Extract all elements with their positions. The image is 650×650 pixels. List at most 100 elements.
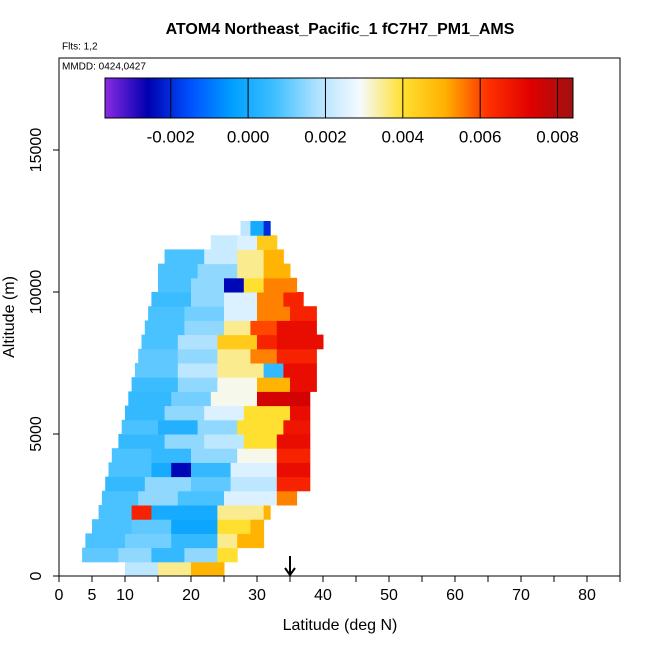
cell (191, 476, 232, 492)
colorbar (104, 77, 574, 119)
colorbar-tick-label: 0.004 (382, 127, 425, 146)
cell (131, 505, 152, 520)
cell (263, 277, 298, 293)
cell (276, 462, 311, 478)
colorbar-tick-label: 0.000 (227, 127, 270, 146)
cell (177, 377, 218, 392)
cell (283, 363, 317, 378)
cell (125, 405, 166, 421)
cell (158, 263, 199, 279)
cell (197, 419, 238, 435)
cell (184, 547, 218, 563)
y-tick-label: 0 (28, 571, 45, 580)
cell (250, 320, 278, 336)
cell (240, 221, 251, 236)
cell (257, 334, 278, 350)
x-tick-label: 5 (88, 587, 97, 604)
x-tick-label: 80 (578, 587, 596, 604)
cell (243, 405, 291, 421)
cell (191, 277, 225, 293)
x-tick-label: 10 (116, 587, 134, 604)
colorbar-tick-label: 0.006 (459, 127, 502, 146)
cell (171, 533, 218, 549)
cell (151, 505, 218, 520)
cell (217, 377, 258, 392)
cell (144, 476, 192, 492)
cell (82, 547, 119, 563)
cell (276, 476, 311, 492)
cell (224, 490, 278, 506)
cell (131, 377, 179, 392)
cell (121, 419, 159, 435)
cell (224, 292, 258, 307)
cell (171, 462, 192, 478)
cell (257, 235, 278, 250)
cell (224, 277, 245, 293)
cell (177, 334, 218, 350)
colorbar-tick-label: -0.002 (147, 127, 195, 146)
cell (217, 533, 238, 549)
cell (138, 348, 179, 364)
cell (283, 292, 304, 307)
cell (171, 519, 218, 534)
cell (158, 561, 192, 577)
cell (128, 391, 172, 407)
cell (158, 419, 199, 435)
cell (134, 363, 179, 378)
cell (217, 505, 265, 520)
cell (263, 221, 271, 236)
cell (151, 462, 172, 478)
cell (171, 391, 212, 407)
cell (263, 263, 291, 279)
cell (230, 462, 278, 478)
cell (151, 292, 192, 307)
cell (230, 476, 278, 492)
arrow-head (284, 567, 296, 577)
cell (257, 306, 291, 321)
chart-title: ATOM4 Northeast_Pacific_1 fC7H7_PM1_AMS (166, 21, 515, 38)
cell (217, 334, 258, 350)
cell (191, 292, 225, 307)
cell (257, 391, 311, 407)
x-tick-label: 20 (182, 587, 200, 604)
cell (98, 505, 133, 520)
y-tick-label: 15000 (28, 128, 45, 173)
cell (257, 377, 291, 392)
cell (158, 277, 192, 293)
x-tick-label: 40 (314, 587, 332, 604)
cell (197, 263, 238, 279)
cell (118, 434, 166, 449)
cell (290, 405, 311, 421)
cell (224, 306, 258, 321)
cell (276, 320, 317, 336)
cell (237, 263, 265, 279)
cell (237, 235, 258, 250)
cell (243, 434, 278, 449)
cell (257, 292, 284, 307)
cell (164, 405, 205, 421)
cell (108, 462, 152, 478)
cell (210, 391, 258, 407)
cell (263, 249, 284, 265)
cell (204, 434, 245, 449)
cell (191, 561, 225, 577)
cell (217, 547, 238, 563)
cell (101, 490, 139, 506)
cell (118, 547, 152, 563)
cell (290, 306, 317, 321)
cell (141, 334, 179, 350)
cell (250, 519, 265, 534)
cell (92, 519, 133, 534)
cell (263, 363, 284, 378)
cell (237, 448, 278, 463)
cell (144, 320, 185, 336)
cell (210, 235, 238, 250)
dates-label: MMDD: 0424,0427 (62, 62, 146, 73)
x-axis-label: Latitude (deg N) (283, 617, 398, 634)
cell (191, 462, 232, 478)
cell (276, 490, 298, 506)
x-tick-label: 70 (512, 587, 530, 604)
plot-frame (58, 57, 621, 577)
cell (138, 490, 179, 506)
